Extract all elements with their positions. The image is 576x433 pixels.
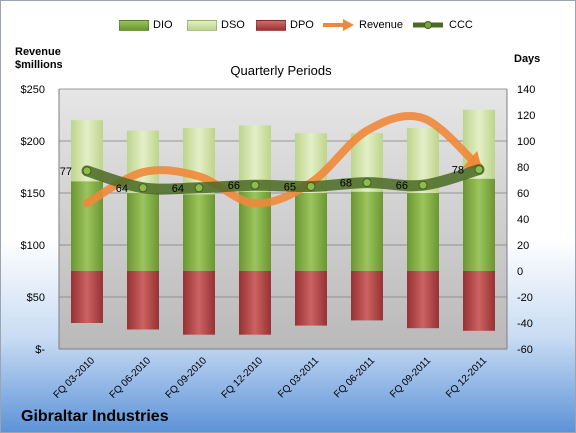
legend-label-revenue: Revenue bbox=[359, 19, 404, 31]
bar-dio bbox=[295, 193, 327, 271]
right-tick-label: 0 bbox=[517, 266, 523, 278]
chart-title: Quarterly Periods bbox=[230, 63, 332, 78]
ccc-data-label: 68 bbox=[340, 178, 352, 190]
ccc-point bbox=[362, 178, 372, 188]
legend-item-ccc: CCC bbox=[411, 18, 473, 32]
right-tick-label: 60 bbox=[517, 188, 529, 200]
bar-dio bbox=[183, 194, 215, 271]
left-axis-title-line2: $millions bbox=[15, 59, 63, 71]
bar-dpo bbox=[351, 271, 383, 321]
ccc-line bbox=[81, 164, 485, 195]
x-tick-label: FQ 03-2011 bbox=[276, 355, 321, 400]
bar-dpo bbox=[295, 271, 327, 326]
ccc-data-label: 66 bbox=[396, 180, 408, 192]
left-axis-title: Revenue $millions bbox=[15, 46, 63, 72]
right-tick-label: 40 bbox=[517, 214, 529, 226]
bar-dpo bbox=[71, 271, 103, 323]
ccc-point bbox=[474, 165, 484, 175]
legend: DIO DSO DPO Revenue CCC bbox=[1, 1, 575, 41]
legend-swatch-dso bbox=[187, 19, 217, 31]
ccc-data-label: 77 bbox=[60, 166, 72, 178]
ccc-point bbox=[306, 182, 316, 191]
bar-dio bbox=[407, 193, 439, 271]
ccc-point bbox=[138, 183, 148, 193]
legend-item-revenue: Revenue bbox=[321, 18, 403, 32]
left-tick-label: $200 bbox=[21, 136, 45, 148]
ccc-data-label: 65 bbox=[284, 182, 296, 194]
bar-dio bbox=[127, 193, 159, 271]
ccc-data-label: 78 bbox=[452, 165, 464, 177]
left-tick-label: $100 bbox=[21, 240, 45, 252]
right-tick-label: 100 bbox=[517, 136, 535, 148]
ccc-point bbox=[418, 180, 428, 190]
left-tick-label: $250 bbox=[21, 84, 45, 96]
right-tick-label: 20 bbox=[517, 240, 529, 252]
bar-dpo bbox=[463, 271, 495, 331]
ccc-point bbox=[194, 183, 204, 193]
ccc-data-label: 64 bbox=[116, 183, 128, 195]
x-tick-label: FQ 09-2010 bbox=[164, 355, 210, 401]
x-tick-label: FQ 06-2011 bbox=[332, 355, 377, 400]
legend-item-dpo: DPO bbox=[256, 18, 314, 32]
right-tick-label: 140 bbox=[517, 84, 535, 96]
legend-swatch-dio bbox=[119, 19, 149, 31]
legend-label-dpo: DPO bbox=[290, 19, 314, 31]
x-tick-label: FQ 06-2010 bbox=[108, 355, 154, 401]
ccc-data-label: 66 bbox=[228, 180, 240, 192]
right-tick-label: -60 bbox=[517, 344, 533, 356]
bar-dpo bbox=[183, 271, 215, 335]
left-tick-label: $- bbox=[35, 344, 45, 356]
left-tick-label: $50 bbox=[27, 292, 45, 304]
bar-dpo bbox=[407, 271, 439, 329]
legend-arrow-icon bbox=[323, 19, 354, 31]
right-axis-title: Days bbox=[514, 53, 541, 65]
legend-swatch-dpo bbox=[256, 19, 286, 31]
legend-item-dso: DSO bbox=[187, 18, 245, 32]
x-tick-label: FQ 12-2011 bbox=[444, 355, 489, 400]
legend-item-dio: DIO bbox=[119, 18, 173, 32]
right-tick-label: -20 bbox=[517, 292, 533, 304]
left-axis-title-line1: Revenue bbox=[15, 46, 61, 58]
ccc-point bbox=[82, 166, 92, 176]
legend-label-ccc: CCC bbox=[449, 19, 473, 31]
bar-dpo bbox=[239, 271, 271, 335]
bar-dio bbox=[463, 178, 495, 271]
bar-dpo bbox=[127, 271, 159, 330]
legend-label-dio: DIO bbox=[153, 19, 173, 31]
right-tick-label: 80 bbox=[517, 162, 529, 174]
left-tick-label: $150 bbox=[21, 188, 45, 200]
x-tick-label: FQ 03-2010 bbox=[52, 355, 98, 401]
revenue-line bbox=[83, 112, 483, 208]
company-name: Gibraltar Industries bbox=[21, 408, 169, 425]
x-tick-label: FQ 09-2011 bbox=[388, 355, 433, 400]
bar-dio bbox=[351, 191, 383, 271]
ccc-point bbox=[250, 180, 260, 190]
x-tick-label: FQ 12-2010 bbox=[220, 355, 266, 401]
legend-ccc-line-icon bbox=[413, 21, 443, 29]
right-tick-label: -40 bbox=[517, 318, 533, 330]
right-tick-label: 120 bbox=[517, 110, 535, 122]
ccc-data-label: 64 bbox=[172, 183, 184, 195]
legend-label-dso: DSO bbox=[221, 19, 245, 31]
